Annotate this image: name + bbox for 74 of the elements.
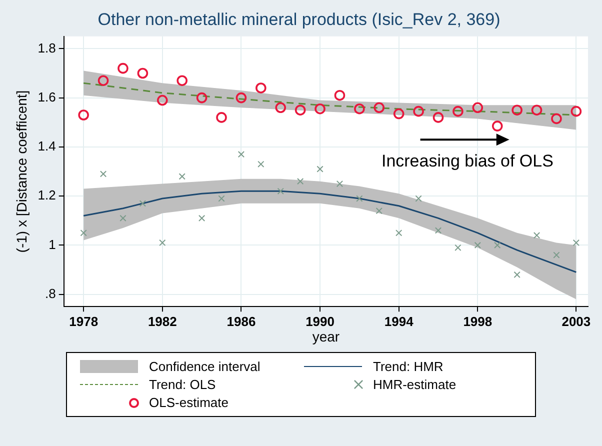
chart-title: Other non-metallic mineral products (Isic_Rev 2, 369) xyxy=(98,10,500,29)
point xyxy=(316,166,324,172)
point xyxy=(258,160,264,168)
point xyxy=(78,110,89,120)
legend-label: Trend: HMR xyxy=(373,359,444,374)
point xyxy=(98,75,109,86)
legend-label: OLS-estimate xyxy=(149,395,228,410)
point xyxy=(336,180,344,188)
y-tick-label: 1.6 xyxy=(38,89,56,104)
x-tick-label: 1982 xyxy=(148,314,177,329)
point xyxy=(454,244,462,251)
point xyxy=(296,178,304,185)
x-tick-label: 2003 xyxy=(562,314,591,329)
point xyxy=(156,94,168,106)
point xyxy=(533,232,540,239)
point xyxy=(531,104,542,116)
point xyxy=(236,92,247,104)
y-tick-label: 1 xyxy=(48,236,56,252)
point xyxy=(413,106,424,117)
y-tick-label: 1.4 xyxy=(38,138,56,154)
point xyxy=(198,214,206,222)
point xyxy=(159,239,166,246)
point xyxy=(80,230,87,236)
point xyxy=(474,242,481,249)
point xyxy=(376,207,382,214)
point xyxy=(178,173,186,180)
point xyxy=(238,150,245,158)
point xyxy=(294,104,306,116)
point xyxy=(314,103,326,114)
point xyxy=(553,252,560,258)
point xyxy=(452,106,464,117)
point xyxy=(176,75,188,86)
x-tick-label: 1978 xyxy=(69,314,98,329)
point xyxy=(120,214,126,222)
point xyxy=(572,239,580,246)
point xyxy=(218,195,225,202)
point xyxy=(137,68,148,79)
point xyxy=(374,102,385,114)
point xyxy=(196,92,208,104)
point xyxy=(494,242,501,249)
legend-label: HMR-estimate xyxy=(373,377,456,392)
point xyxy=(512,104,522,116)
point xyxy=(415,195,422,202)
point xyxy=(393,108,404,120)
annotation: Increasing bias of OLS xyxy=(381,152,554,171)
point xyxy=(432,112,444,123)
point xyxy=(570,106,582,117)
text: Confidence interval xyxy=(149,359,260,374)
point xyxy=(139,200,146,207)
point xyxy=(551,113,562,124)
y-tick-label: 1.2 xyxy=(38,188,56,203)
point xyxy=(472,102,484,114)
x-tick-label: 1986 xyxy=(226,314,256,329)
y-tick-label: .8 xyxy=(45,286,56,301)
point xyxy=(434,227,442,234)
x-tick-label: 1994 xyxy=(384,314,414,329)
x-tick-label: 1990 xyxy=(306,314,334,329)
point xyxy=(118,62,128,74)
point xyxy=(256,82,266,94)
point xyxy=(334,90,346,101)
y-axis-title: (-1) x [Distance coefficent] xyxy=(13,90,30,253)
y-tick-label: 1.8 xyxy=(38,40,56,56)
point xyxy=(277,188,284,194)
point xyxy=(100,170,107,178)
point xyxy=(514,271,520,278)
x-tick-label: 1998 xyxy=(463,314,492,329)
legend-label: Trend: OLS xyxy=(149,377,216,392)
point xyxy=(216,112,227,123)
x-axis-title: year xyxy=(312,328,340,344)
point xyxy=(396,230,402,236)
point xyxy=(356,195,363,202)
point xyxy=(492,120,503,132)
point xyxy=(354,103,365,114)
point xyxy=(275,102,286,114)
